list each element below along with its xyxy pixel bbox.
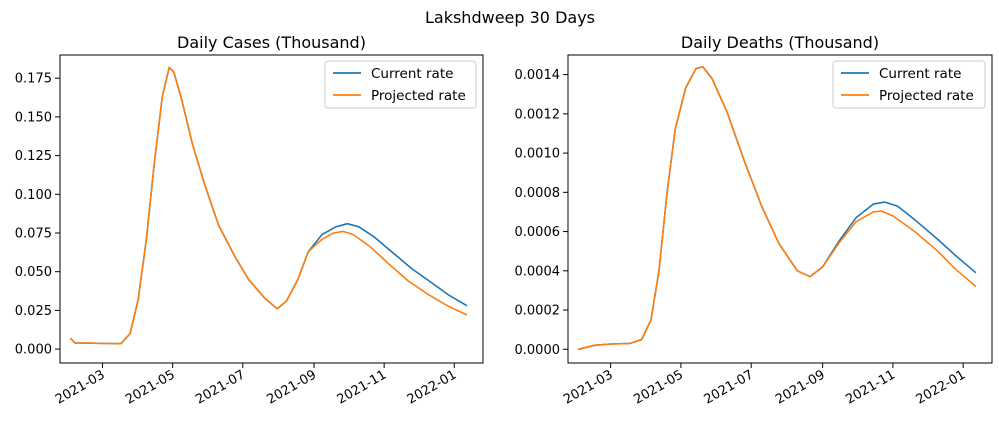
cases-legend: Current rate Projected rate [324,60,477,109]
cases-x-tick-label: 2021-09 [264,367,319,407]
deaths-axes-frame [567,54,993,364]
cases-y-tick-label: 0.050 [15,265,52,280]
cases-series-line-projected-rate [69,66,468,345]
deaths-series-line-current-rate [578,66,977,351]
deaths-legend-box [832,60,986,109]
deaths-y-tick-label: 0.0012 [515,107,561,122]
cases-chart-title: Daily Cases (Thousand) [177,33,366,52]
cases-y-tick-label: 0.100 [15,188,52,203]
deaths-x-tick-label: 2021-09 [773,367,828,407]
deaths-y-tick-label: 0.0002 [515,304,561,319]
cases-x-tick-label: 2021-03 [53,367,108,407]
cases-x-tick-label: 2022-01 [405,367,460,407]
deaths-x-tick-label: 2021-03 [561,367,616,407]
cases-y-tick-label: 0.000 [15,343,52,358]
deaths-chart-panel: Daily Deaths (Thousand) 0.0000 0.0002 0.000… [515,33,993,408]
cases-x-tick-label: 2021-07 [193,367,248,407]
deaths-legend-label: Projected rate [879,88,974,104]
cases-y-tick-label: 0.075 [15,226,52,241]
figure-suptitle: Lakshdweep 30 Days [425,8,595,27]
cases-y-tick-label: 0.125 [15,149,52,164]
deaths-x-tick-label: 2021-07 [702,367,757,407]
deaths-y-tick-label: 0.0008 [515,186,561,201]
deaths-y-tick-label: 0.0006 [515,225,561,240]
cases-chart-panel: Daily Cases (Thousand) 0.000 0.025 0.050 0.0… [15,33,484,408]
deaths-y-tick-label: 0.0014 [515,68,561,83]
cases-legend-label: Current rate [371,66,453,82]
deaths-x-tick-label: 2022-01 [914,367,969,407]
cases-legend-box [324,60,477,109]
deaths-y-tick-label: 0.0004 [515,264,561,279]
cases-legend-label: Projected rate [371,88,466,104]
deaths-legend: Current rate Projected rate [832,60,986,109]
cases-y-tick-label: 0.025 [15,304,52,319]
deaths-y-tick-label: 0.0000 [515,343,561,358]
deaths-chart-title: Daily Deaths (Thousand) [681,33,879,52]
deaths-y-tick-label: 0.0010 [515,147,561,162]
deaths-x-tick-label: 2021-05 [631,367,686,407]
deaths-legend-label: Current rate [879,66,961,82]
cases-y-tick-label: 0.175 [15,72,52,87]
deaths-x-tick-label: 2021-11 [843,367,898,407]
cases-axes-frame [59,54,484,364]
cases-x-tick-label: 2021-11 [335,367,390,407]
deaths-series-line-projected-rate [578,66,977,351]
cases-y-tick-label: 0.150 [15,110,52,125]
cases-x-tick-label: 2021-05 [123,367,178,407]
